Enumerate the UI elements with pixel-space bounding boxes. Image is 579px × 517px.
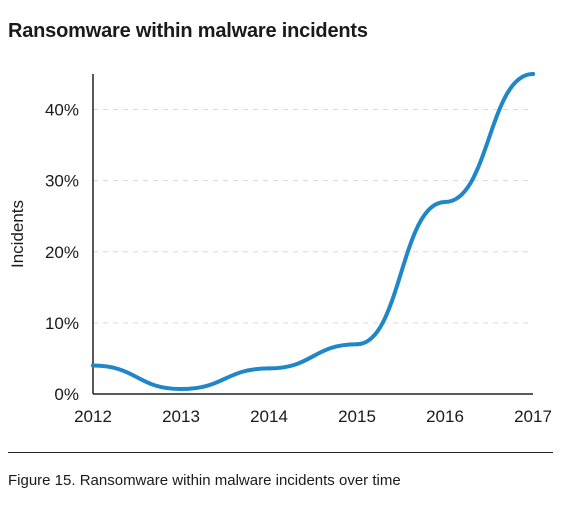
series-line — [91, 72, 535, 392]
data-point — [91, 363, 95, 368]
caption-divider — [8, 452, 553, 453]
series-points — [91, 72, 535, 392]
y-tick-label: 40% — [45, 101, 79, 120]
chart-title: Ransomware within malware incidents — [8, 20, 368, 42]
data-point — [355, 342, 359, 347]
y-tick-label: 20% — [45, 243, 79, 262]
y-tick-labels: 0% 10% 20% 30% 40% — [45, 101, 79, 404]
y-tick-label: 0% — [54, 385, 79, 404]
x-tick-label: 2014 — [250, 407, 288, 426]
y-tick-label: 10% — [45, 314, 79, 333]
x-tick-label: 2016 — [426, 407, 464, 426]
x-tick-label: 2015 — [338, 407, 376, 426]
line-chart: 0%10%20%30%40% 2012 2013 2014 2015 2016 2017 … — [8, 72, 552, 426]
figure-caption: Figure 15. Ransomware within malware inc… — [8, 472, 401, 489]
grid-lines — [93, 109, 533, 324]
y-tick-label: 30% — [45, 172, 79, 191]
data-point — [267, 366, 271, 371]
x-tick-label: 2017 — [514, 407, 552, 426]
data-point — [179, 387, 183, 392]
y-axis-title: Incidents — [8, 200, 27, 268]
x-tick-labels: 2012 2013 2014 2015 2016 2017 — [74, 407, 552, 426]
x-tick-label: 2013 — [162, 407, 200, 426]
data-point — [443, 200, 447, 204]
x-tick-label: 2012 — [74, 407, 112, 426]
data-point — [531, 72, 535, 76]
